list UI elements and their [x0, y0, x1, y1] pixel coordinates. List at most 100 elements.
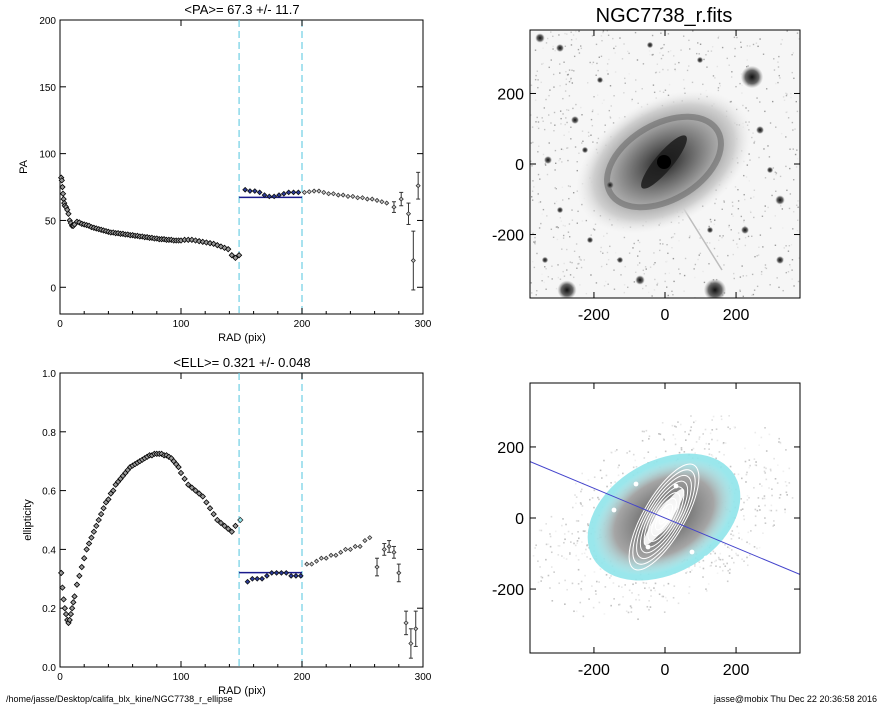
noise-pixel: [575, 554, 577, 557]
y-tick-label: 100: [39, 150, 56, 161]
noise-pixel: [710, 454, 713, 456]
noise-pixel: [715, 565, 717, 567]
noise-pixel: [614, 52, 616, 54]
noise-pixel: [576, 160, 578, 163]
noise-pixel: [566, 121, 568, 124]
noise-pixel: [755, 461, 757, 463]
noise-pixel: [567, 231, 570, 233]
noise-pixel: [754, 508, 757, 511]
noise-pixel: [653, 263, 655, 266]
data-point: [181, 475, 188, 483]
noise-pixel: [568, 131, 570, 133]
noise-pixel: [566, 109, 568, 111]
noise-pixel: [648, 50, 651, 52]
noise-pixel: [564, 225, 566, 227]
star: [741, 226, 749, 234]
noise-pixel: [702, 83, 704, 86]
noise-pixel: [745, 473, 748, 476]
noise-pixel: [561, 186, 564, 189]
data-point: [100, 505, 107, 512]
noise-pixel: [635, 598, 637, 601]
noise-pixel: [547, 574, 550, 577]
noise-pixel: [628, 73, 630, 75]
noise-pixel: [771, 494, 773, 497]
noise-pixel: [753, 546, 756, 548]
noise-pixel: [719, 85, 721, 87]
noise-pixel: [542, 120, 544, 122]
noise-pixel: [787, 250, 790, 252]
noise-pixel: [718, 35, 720, 38]
noise-pixel: [557, 276, 560, 279]
data-point: [237, 516, 244, 524]
data-point: [73, 581, 81, 588]
data-point: [301, 189, 307, 195]
noise-pixel: [740, 509, 742, 511]
data-point: [359, 195, 366, 201]
noise-pixel: [786, 93, 788, 95]
noise-pixel: [652, 84, 655, 86]
noise-pixel: [683, 451, 686, 453]
noise-pixel: [796, 110, 799, 113]
noise-pixel: [549, 89, 551, 91]
noise-pixel: [580, 580, 583, 583]
noise-pixel: [662, 68, 664, 71]
noise-pixel: [575, 243, 578, 245]
noise-pixel: [710, 50, 713, 52]
noise-pixel: [726, 580, 729, 583]
noise-pixel: [581, 130, 584, 132]
noise-pixel: [554, 124, 556, 126]
noise-pixel: [749, 464, 751, 467]
data-point: [58, 569, 65, 577]
noise-pixel: [622, 472, 624, 475]
noise-pixel: [716, 65, 719, 68]
noise-pixel: [785, 491, 788, 494]
noise-pixel: [778, 286, 780, 289]
noise-pixel: [590, 234, 592, 236]
noise-pixel: [773, 178, 775, 180]
data-point: [278, 570, 285, 576]
noise-pixel: [713, 223, 715, 225]
noise-pixel: [647, 291, 650, 294]
noise-pixel: [737, 473, 740, 476]
noise-pixel: [769, 284, 771, 286]
noise-pixel: [540, 580, 542, 582]
noise-pixel: [736, 36, 738, 39]
noise-pixel: [758, 505, 760, 507]
noise-pixel: [796, 219, 799, 221]
noise-pixel: [575, 519, 578, 522]
noise-pixel: [707, 50, 709, 52]
noise-pixel: [737, 188, 739, 191]
noise-pixel: [613, 95, 615, 97]
noise-pixel: [791, 121, 794, 124]
noise-pixel: [764, 110, 766, 113]
noise-pixel: [791, 71, 793, 74]
data-point: [235, 252, 243, 259]
noise-pixel: [543, 107, 546, 109]
noise-pixel: [545, 288, 547, 290]
noise-pixel: [628, 252, 631, 254]
noise-pixel: [705, 588, 707, 590]
noise-pixel: [531, 292, 533, 294]
pa-region-lines: [238, 20, 303, 314]
noise-pixel: [534, 547, 536, 549]
noise-pixel: [711, 429, 714, 431]
noise-pixel: [714, 77, 716, 79]
ell-region-lines: [238, 373, 303, 667]
noise-pixel: [606, 485, 608, 488]
noise-pixel: [702, 567, 705, 570]
data-point: [177, 469, 185, 477]
noise-pixel: [614, 450, 617, 453]
noise-pixel: [720, 415, 723, 418]
noise-pixel: [584, 530, 587, 532]
x-tick-label: 0: [57, 672, 63, 683]
noise-pixel: [786, 189, 788, 192]
noise-pixel: [550, 515, 553, 518]
noise-pixel: [600, 246, 602, 249]
noise-pixel: [561, 555, 563, 557]
data-point: [309, 561, 315, 567]
noise-pixel: [774, 244, 777, 247]
noise-pixel: [699, 237, 701, 239]
noise-pixel: [644, 266, 647, 268]
noise-pixel: [641, 430, 644, 433]
noise-pixel: [743, 219, 745, 222]
